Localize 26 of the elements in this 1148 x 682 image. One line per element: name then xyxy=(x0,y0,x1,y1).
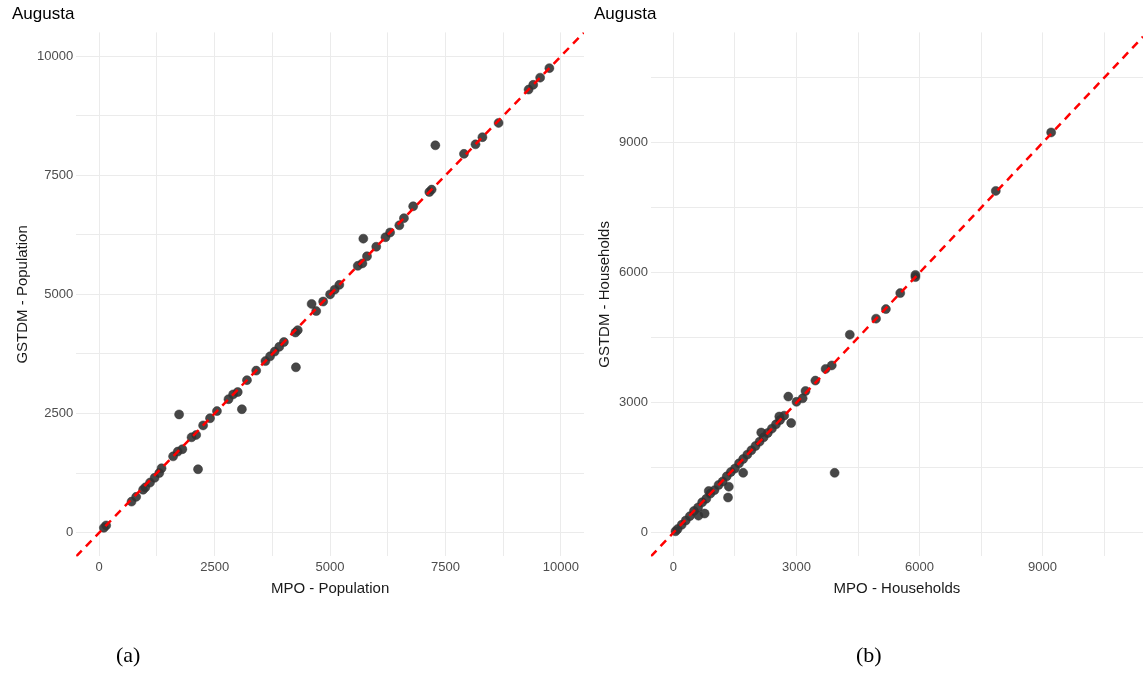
y-tick-label: 7500 xyxy=(44,166,74,182)
y-tick-label: 9000 xyxy=(619,134,648,150)
x-axis-title: MPO - Households xyxy=(833,579,961,597)
y-axis-title: GSTDM - Households xyxy=(595,221,613,368)
y-tick-label: 3000 xyxy=(619,394,648,410)
x-tick-label: 0 xyxy=(669,558,678,574)
x-tick-label: 3000 xyxy=(782,558,811,574)
text: (a) xyxy=(115,642,142,668)
y-tick-label: 10000 xyxy=(36,47,74,63)
y-tick-label: 0 xyxy=(65,524,74,540)
y-axis-title: GSTDM - Population xyxy=(13,225,31,364)
x-tick-label: 5000 xyxy=(315,558,345,574)
x-tick-label: 7500 xyxy=(431,558,460,574)
text: (b) xyxy=(855,642,883,668)
y-tick-label: 0 xyxy=(640,524,648,540)
x-tick-label: 0 xyxy=(95,558,103,574)
x-tick-label: 2500 xyxy=(200,558,230,574)
chart-title: Augusta xyxy=(594,3,657,23)
y-tick-label: 5000 xyxy=(44,285,74,301)
chart-title: Augusta xyxy=(12,3,75,23)
x-tick-label: 6000 xyxy=(905,558,934,574)
x-tick-label: 9000 xyxy=(1028,558,1057,574)
x-tick-label: 10000 xyxy=(542,558,579,574)
x-axis-title: MPO - Population xyxy=(270,579,390,597)
y-tick-label: 2500 xyxy=(44,405,74,421)
y-tick-label: 6000 xyxy=(619,264,648,280)
